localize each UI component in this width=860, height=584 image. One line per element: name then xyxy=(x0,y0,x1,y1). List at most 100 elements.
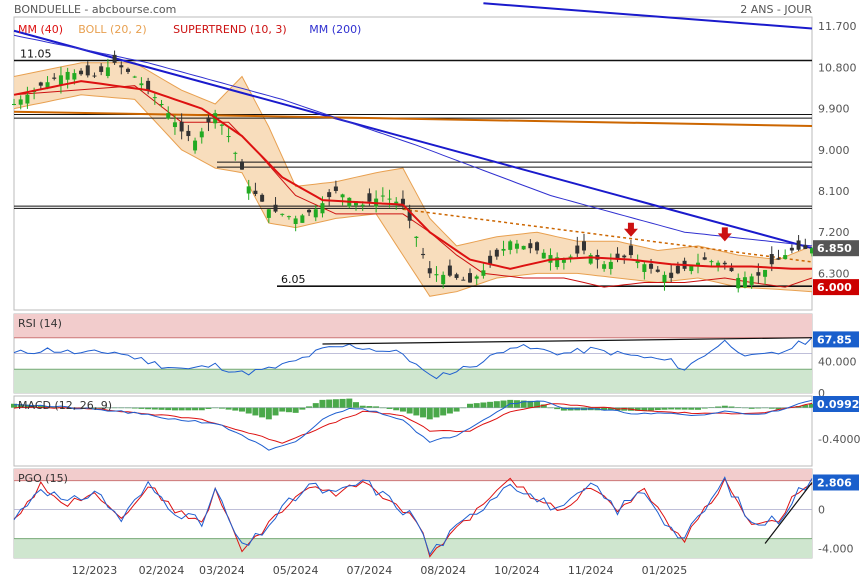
macd-histogram-bar xyxy=(111,407,118,409)
macd-histogram-bar xyxy=(171,407,178,411)
macd-histogram-bar xyxy=(634,407,641,411)
candle xyxy=(488,255,493,265)
candle xyxy=(92,75,97,77)
candle xyxy=(427,268,432,274)
macd-histogram-bar xyxy=(413,407,420,416)
macd-histogram-bar xyxy=(386,407,393,409)
candle xyxy=(481,270,486,276)
support-label: 6.05 xyxy=(281,273,306,286)
value-badge xyxy=(813,396,859,412)
candle xyxy=(38,82,43,86)
macd-histogram-bar xyxy=(339,398,346,408)
overbought-zone xyxy=(14,469,812,481)
macd-histogram-bar xyxy=(648,407,655,411)
price-value-badge-1 xyxy=(813,279,859,296)
macd-histogram-bar xyxy=(809,403,815,408)
chart-title: BONDUELLE - abcbourse.com xyxy=(14,3,176,16)
macd-histogram-bar xyxy=(373,406,380,408)
candle xyxy=(307,209,312,213)
value-badge xyxy=(813,331,859,348)
legend-item-1: BOLL (20, 2) xyxy=(78,23,146,36)
macd-histogram-bar xyxy=(145,407,152,410)
signal-arrow-1 xyxy=(717,227,732,242)
bollinger-upper xyxy=(13,62,813,261)
candle xyxy=(474,276,479,279)
candle xyxy=(414,236,419,238)
macd-histogram-bar xyxy=(426,407,433,420)
oversold-zone xyxy=(14,369,812,393)
indicator-trend-line xyxy=(322,337,813,345)
macd-histogram-bar xyxy=(239,407,245,412)
candle xyxy=(508,241,513,250)
candle xyxy=(219,124,224,126)
candle xyxy=(199,131,204,138)
macd-histogram-bar xyxy=(621,407,628,411)
macd-histogram-bar xyxy=(212,407,219,409)
candle xyxy=(367,193,372,202)
macd-histogram-bar xyxy=(493,401,500,408)
macd-histogram-bar xyxy=(131,407,138,409)
candle xyxy=(722,262,727,265)
candle xyxy=(407,210,412,221)
candle xyxy=(535,242,540,251)
macd-histogram-bar xyxy=(708,407,715,408)
candle xyxy=(608,261,613,269)
candle xyxy=(132,76,137,78)
candle xyxy=(615,253,620,260)
macd-histogram-bar xyxy=(768,407,775,409)
candle xyxy=(119,65,124,68)
macd-histogram-bar xyxy=(520,400,527,408)
macd-histogram-bar xyxy=(259,407,266,418)
support-label: 11.05 xyxy=(20,47,52,60)
macd-histogram-bar xyxy=(695,407,701,410)
indicator-line xyxy=(13,476,813,556)
macd-histogram-bar xyxy=(420,407,427,418)
candle xyxy=(394,201,399,204)
macd-histogram-bar xyxy=(118,407,125,409)
y-tick-label: 8.100 xyxy=(818,185,850,198)
macd-histogram-bar xyxy=(285,407,292,413)
macd-histogram-bar xyxy=(279,407,286,412)
candle xyxy=(729,267,734,272)
macd-histogram-bar xyxy=(138,407,145,409)
macd-histogram-bar xyxy=(601,407,608,411)
macd-histogram-bar xyxy=(440,407,447,416)
candle xyxy=(528,243,533,249)
candle xyxy=(763,269,768,277)
supertrend-line xyxy=(13,85,813,288)
macd-histogram-bar xyxy=(198,407,205,411)
mm40-line xyxy=(13,80,812,270)
indicator-trend-line xyxy=(764,482,813,544)
macd-histogram-bar xyxy=(668,407,675,410)
candle xyxy=(260,194,265,202)
candle xyxy=(18,99,23,105)
macd-histogram-bar xyxy=(359,405,366,408)
value-label: 0.0992 xyxy=(817,398,859,411)
y-tick-label: 9.900 xyxy=(818,103,850,116)
price-value-badge-0 xyxy=(813,240,859,257)
candle xyxy=(72,73,77,80)
macd-histogram-bar xyxy=(346,398,353,408)
signal-arrow-0 xyxy=(623,222,638,237)
macd-histogram-bar xyxy=(192,407,199,411)
candle xyxy=(273,204,278,212)
panel-title: PGO (15) xyxy=(18,472,68,485)
macd-histogram-bar xyxy=(178,407,185,411)
candle xyxy=(327,192,332,198)
y-tick-label: 6.300 xyxy=(818,267,850,280)
candle xyxy=(166,113,171,119)
candle xyxy=(246,186,251,194)
x-tick-label: 10/2024 xyxy=(494,564,540,577)
trend-line-orange-dotted xyxy=(402,208,813,263)
candle xyxy=(716,262,721,267)
macd-panel: MACD (12, 26, 9) -0.4000 0.0992 xyxy=(11,395,860,467)
candle xyxy=(253,190,258,195)
macd-histogram-bar xyxy=(292,407,299,413)
x-tick-label: 01/2025 xyxy=(642,564,688,577)
candle xyxy=(555,257,560,268)
candle xyxy=(709,261,714,263)
candle xyxy=(689,265,694,272)
macd-histogram-bar xyxy=(688,407,695,410)
macd-histogram-bar xyxy=(674,407,681,410)
macd-histogram-bar xyxy=(319,399,326,408)
